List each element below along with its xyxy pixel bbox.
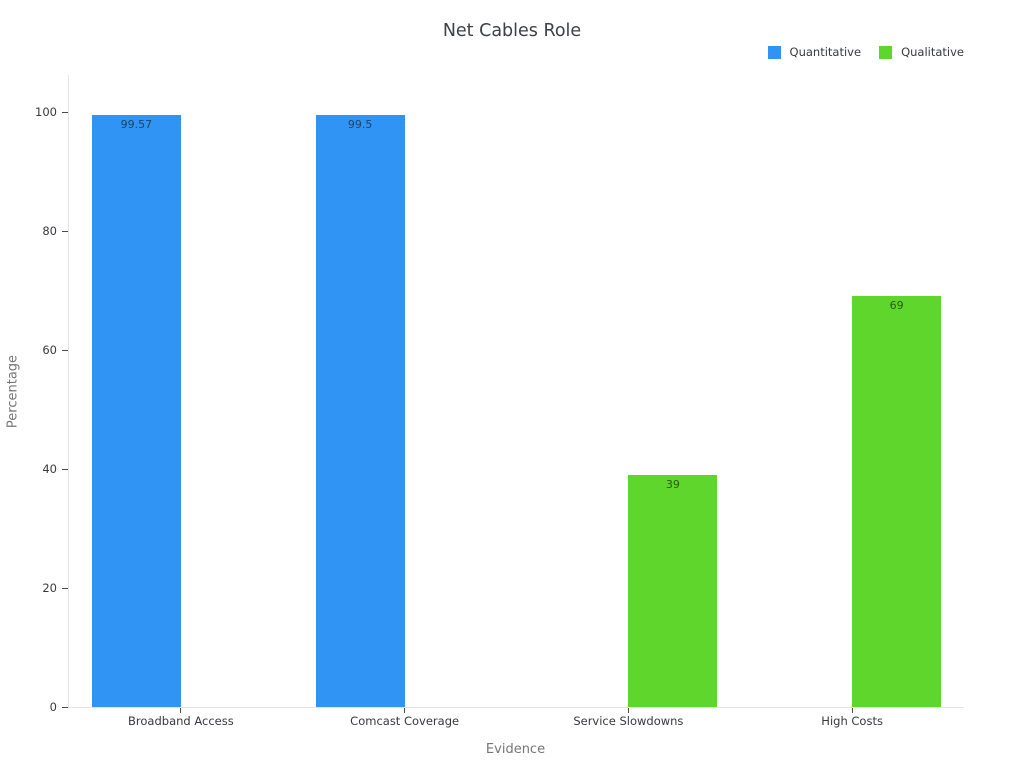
bar-value-label: 69 xyxy=(889,299,904,313)
bar-value-label: 99.5 xyxy=(347,117,373,131)
x-tick-label: Comcast Coverage xyxy=(350,714,460,728)
y-tick-label: 0 xyxy=(49,700,57,714)
y-tick-label: 60 xyxy=(42,343,57,357)
legend-item-qualitative[interactable]: Qualitative xyxy=(879,45,964,59)
legend-label: Quantitative xyxy=(789,45,862,59)
x-tick-label: Broadband Access xyxy=(128,714,234,728)
bar-value-label: 39 xyxy=(665,477,680,491)
bar-broadband-access[interactable]: 99.57 xyxy=(91,114,181,707)
x-tick-mark xyxy=(404,708,406,713)
y-tick-mark xyxy=(62,706,68,708)
legend-item-quantitative[interactable]: Quantitative xyxy=(767,45,862,59)
legend: Quantitative Qualitative xyxy=(767,45,964,59)
y-tick-label: 80 xyxy=(42,224,57,238)
chart-title: Net Cables Role xyxy=(442,21,582,41)
x-axis-title: Evidence xyxy=(485,742,546,757)
plot-area: 0 20 40 60 80 100 99.57 99.5 39 69 Broadband Acces… xyxy=(35,75,964,728)
x-tick-mark xyxy=(180,708,182,713)
y-tick-mark xyxy=(62,230,68,232)
legend-swatch-icon xyxy=(879,45,893,59)
y-tick-mark xyxy=(62,468,68,470)
legend-swatch-icon xyxy=(767,45,781,59)
legend-label: Qualitative xyxy=(901,45,964,59)
y-tick-label: 100 xyxy=(35,105,57,119)
bar-high-costs[interactable]: 69 xyxy=(852,296,942,707)
bar-comcast-coverage[interactable]: 99.5 xyxy=(315,114,405,707)
y-tick-mark xyxy=(62,587,68,589)
y-tick-mark xyxy=(62,111,68,113)
x-tick-label: High Costs xyxy=(821,714,883,728)
x-tick-mark xyxy=(851,708,853,713)
y-axis-title: Percentage xyxy=(5,354,21,429)
y-tick-label: 40 xyxy=(42,462,57,476)
bar-service-slowdowns[interactable]: 39 xyxy=(628,474,718,707)
bar-value-label: 99.57 xyxy=(120,117,153,131)
x-tick-label: Service Slowdowns xyxy=(573,714,684,728)
y-tick-label: 20 xyxy=(42,581,57,595)
x-tick-mark xyxy=(627,708,629,713)
y-tick-mark xyxy=(62,349,68,351)
